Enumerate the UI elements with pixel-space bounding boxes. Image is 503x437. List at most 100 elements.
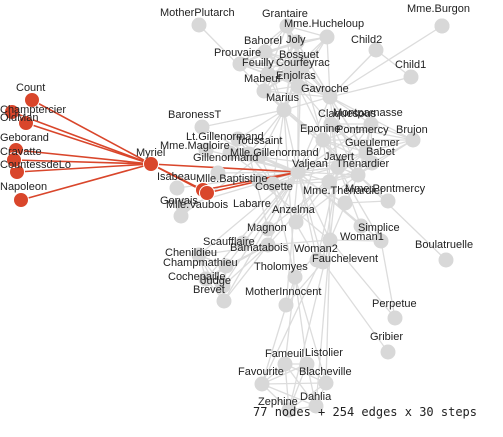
- node-label-toussaint: Toussaint: [236, 135, 282, 147]
- node-label-eponine: Eponine: [300, 123, 340, 135]
- node-marguerite[interactable]: [251, 173, 267, 189]
- edge-zephine-fameuil: [284, 363, 290, 411]
- node-tholomyes[interactable]: [287, 269, 303, 285]
- node-prouvaire[interactable]: [232, 56, 248, 72]
- node-cravatte[interactable]: [6, 152, 22, 168]
- node-chenildieu[interactable]: [191, 247, 207, 263]
- node-mme-magloire[interactable]: [199, 185, 215, 201]
- node-javert[interactable]: [330, 159, 346, 175]
- edge-favourite-tholomyes: [261, 276, 296, 385]
- edge-fauchelevent-valjean: [297, 171, 324, 263]
- node-label-cosette: Cosette: [255, 181, 293, 193]
- node-isabeau[interactable]: [169, 180, 185, 196]
- node-grantaire[interactable]: [279, 18, 295, 34]
- edge-baronesst-gillenormand: [201, 126, 250, 155]
- node-dahlia[interactable]: [308, 398, 324, 414]
- node-label-montparnasse: Montparnasse: [333, 107, 403, 119]
- node-champmathieu[interactable]: [218, 258, 234, 274]
- node-bahorel[interactable]: [257, 44, 273, 60]
- node-mme-der[interactable]: [198, 142, 214, 158]
- node-mme-hucheloup[interactable]: [319, 29, 335, 45]
- node-claquesous[interactable]: [323, 116, 339, 132]
- node-label-judge: Judge: [201, 275, 231, 287]
- node-champtercier[interactable]: [18, 115, 34, 131]
- node-oldman[interactable]: [4, 104, 20, 120]
- node-label-thenardier: Thenardier: [336, 158, 390, 170]
- node-pontmercy[interactable]: [380, 193, 396, 209]
- node-label-gavroche: Gavroche: [301, 83, 349, 95]
- node-babet[interactable]: [364, 155, 380, 171]
- node-gavroche[interactable]: [322, 89, 338, 105]
- node-count[interactable]: [24, 92, 40, 108]
- node-valjean[interactable]: [290, 164, 306, 180]
- node-enjolras[interactable]: [290, 78, 306, 94]
- node-gribier[interactable]: [380, 344, 396, 360]
- node-fantine[interactable]: [322, 232, 338, 248]
- edge-anzelma-mme-thenardier: [295, 181, 330, 223]
- edge-mme-thenardier-fantine: [328, 181, 331, 241]
- node-child2[interactable]: [368, 42, 384, 58]
- edge-gavroche-valjean: [297, 96, 331, 173]
- edge-toussaint-valjean: [229, 152, 299, 173]
- node-toussaint[interactable]: [222, 145, 238, 161]
- edge-baronesst-marius: [201, 109, 285, 128]
- edge-napoleon-myriel: [20, 163, 152, 201]
- node-brevet[interactable]: [216, 293, 232, 309]
- node-woman2[interactable]: [309, 252, 325, 268]
- node-judge[interactable]: [215, 278, 231, 294]
- node-labarre[interactable]: [210, 165, 226, 181]
- node-mlle-vaubois[interactable]: [173, 208, 189, 224]
- node-label-oldman: OldMan: [0, 112, 39, 124]
- node-motherplutarch[interactable]: [191, 17, 207, 33]
- node-eponine[interactable]: [315, 132, 331, 148]
- edge-magnon-gillenormand: [248, 153, 269, 230]
- node-mlle-gillenormand[interactable]: [252, 148, 268, 164]
- node-label-gervais: Gervais: [160, 195, 198, 207]
- node-baronesst[interactable]: [194, 119, 210, 135]
- node-bossuet[interactable]: [293, 54, 309, 70]
- node-feuilly[interactable]: [260, 66, 276, 82]
- node-fameuil[interactable]: [277, 356, 293, 372]
- node-mme-pontmercy[interactable]: [337, 195, 353, 211]
- node-label-motherplutarch: MotherPlutarch: [160, 7, 235, 19]
- node-boulatruelle[interactable]: [438, 252, 454, 268]
- edge-oldman-myriel: [11, 111, 152, 165]
- node-child1[interactable]: [403, 69, 419, 85]
- node-motherinnocent[interactable]: [278, 297, 294, 313]
- node-napoleon[interactable]: [13, 192, 29, 208]
- node-myriel[interactable]: [143, 156, 159, 172]
- node-favourite[interactable]: [254, 376, 270, 392]
- node-simplice[interactable]: [373, 233, 389, 249]
- node-combeferre[interactable]: [282, 66, 298, 82]
- node-mabeuf[interactable]: [256, 83, 272, 99]
- node-woman1[interactable]: [353, 218, 369, 234]
- edge-woman2-valjean: [297, 171, 318, 261]
- node-lt-gillenormand[interactable]: [230, 131, 246, 147]
- edge-woman1-valjean: [297, 171, 362, 227]
- node-mme-burgon[interactable]: [434, 18, 450, 34]
- edge-claquesous-mme-thenardier: [328, 123, 332, 183]
- edge-grantaire-combeferre: [286, 25, 291, 75]
- node-anzelma[interactable]: [288, 214, 304, 230]
- node-thenardier[interactable]: [350, 167, 366, 183]
- node-label-claquesous: Claquesous: [318, 108, 377, 120]
- node-bamatabois[interactable]: [260, 237, 276, 253]
- node-scaufflaire[interactable]: [235, 235, 251, 251]
- node-listolier[interactable]: [299, 356, 315, 372]
- node-magnon[interactable]: [260, 221, 276, 237]
- node-brujon[interactable]: [405, 132, 421, 148]
- node-zephine[interactable]: [281, 402, 297, 418]
- node-label-feuilly: Feuilly: [242, 57, 274, 69]
- node-cochepaille[interactable]: [198, 271, 214, 287]
- node-montparnasse[interactable]: [363, 116, 379, 132]
- node-marius[interactable]: [276, 102, 292, 118]
- node-mme-thenardier[interactable]: [321, 174, 337, 190]
- node-label-marius: Marius: [266, 92, 300, 104]
- node-gueulemer[interactable]: [358, 144, 374, 160]
- node-layer: [4, 17, 454, 418]
- node-blacheville[interactable]: [318, 375, 334, 391]
- node-perpetue[interactable]: [387, 310, 403, 326]
- node-cosette[interactable]: [265, 176, 281, 192]
- node-joly[interactable]: [289, 34, 305, 50]
- node-label-grantaire: Grantaire: [262, 8, 308, 20]
